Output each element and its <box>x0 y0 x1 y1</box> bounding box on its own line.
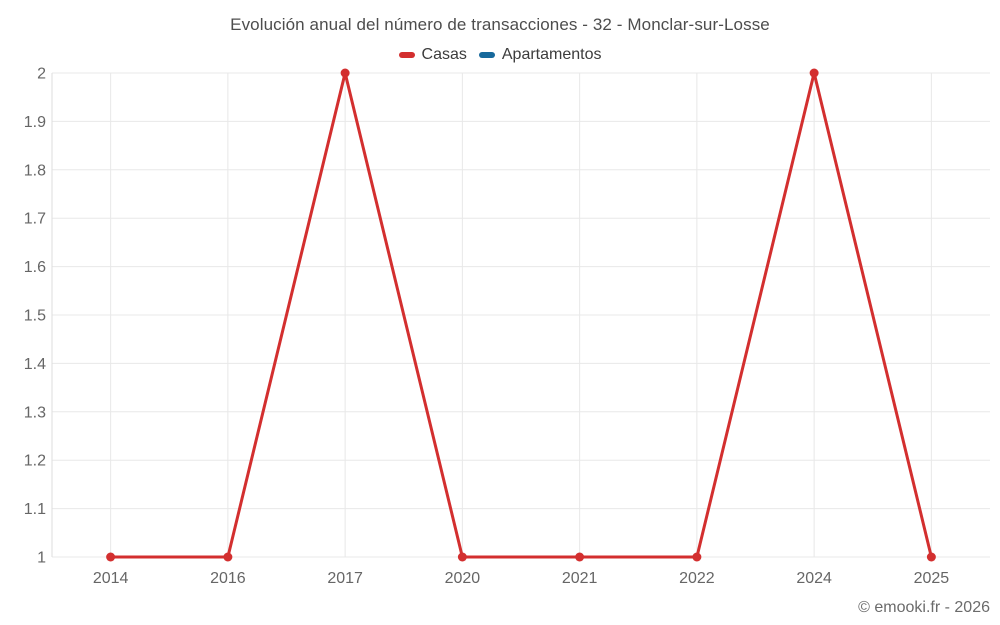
x-tick-label: 2025 <box>914 570 950 587</box>
legend-item-casas[interactable]: Casas <box>398 46 467 64</box>
x-tick-label: 2014 <box>93 570 129 587</box>
x-tick-label: 2024 <box>796 570 832 587</box>
data-point-casas-2016[interactable] <box>223 552 233 562</box>
data-point-casas-2014[interactable] <box>106 552 116 562</box>
data-point-casas-2025[interactable] <box>926 552 936 562</box>
y-tick-label: 1.9 <box>24 114 46 131</box>
x-tick-label: 2021 <box>562 570 598 587</box>
y-tick-label: 1.2 <box>24 453 46 470</box>
x-tick-label: 2016 <box>210 570 246 587</box>
y-tick-label: 1.7 <box>24 211 46 228</box>
y-tick-label: 1.1 <box>24 501 46 518</box>
data-point-casas-2017[interactable] <box>340 68 350 78</box>
data-point-casas-2021[interactable] <box>575 552 585 562</box>
y-tick-label: 1.8 <box>24 162 46 179</box>
y-tick-label: 1.4 <box>24 356 46 373</box>
footer-credit: © emooki.fr - 2026 <box>858 599 990 616</box>
x-tick-label: 2017 <box>327 570 363 587</box>
legend-label-casas: Casas <box>421 46 467 63</box>
data-point-casas-2022[interactable] <box>692 552 702 562</box>
series-line-casas <box>109 71 933 559</box>
x-tick-label: 2022 <box>679 570 715 587</box>
chart-legend: Casas Apartamentos <box>0 46 1000 64</box>
y-tick-label: 1.3 <box>24 404 46 421</box>
y-tick-label: 2 <box>37 66 46 83</box>
y-tick-label: 1.6 <box>24 259 46 276</box>
x-tick-label: 2020 <box>445 570 481 587</box>
y-tick-label: 1 <box>37 550 46 567</box>
y-tick-label: 1.5 <box>24 308 46 325</box>
legend-swatch-casas-icon <box>398 52 415 58</box>
legend-swatch-apartamentos-icon <box>478 52 495 58</box>
legend-label-apartamentos: Apartamentos <box>501 46 602 63</box>
chart-title: Evolución anual del número de transaccio… <box>230 15 770 34</box>
data-point-casas-2020[interactable] <box>457 552 467 562</box>
legend-item-apartamentos[interactable]: Apartamentos <box>478 46 602 64</box>
data-point-casas-2024[interactable] <box>809 68 819 78</box>
